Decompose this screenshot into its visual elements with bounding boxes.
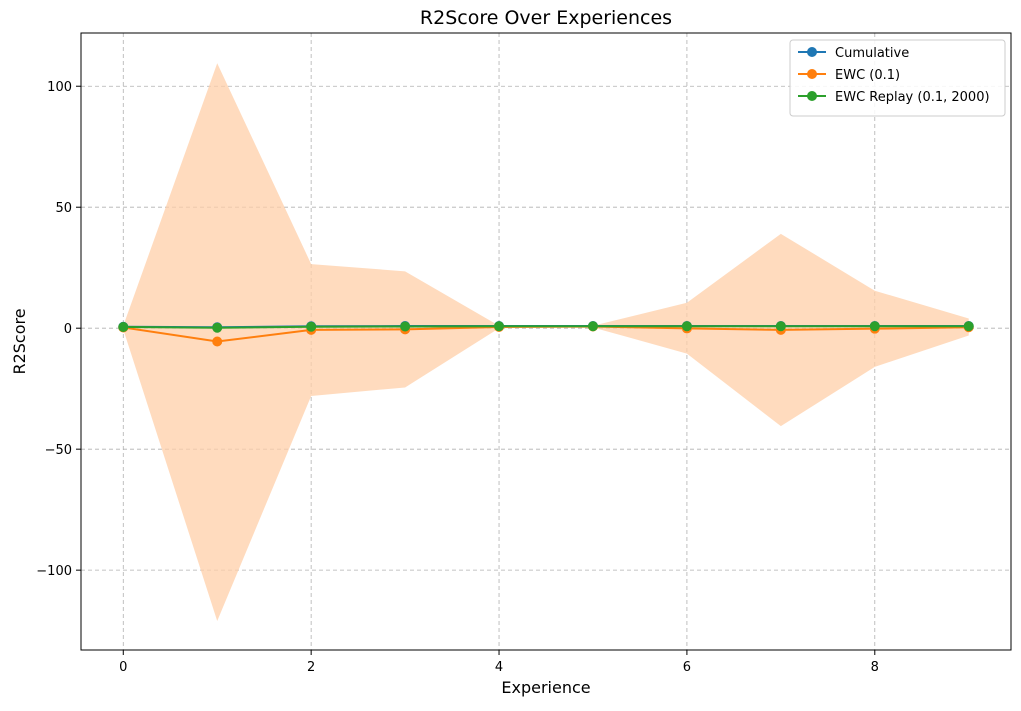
series-lines [123,325,969,343]
legend-label-ewc-replay-0-1-2000: EWC Replay (0.1, 2000) [835,90,990,105]
legend-marker-ewc-replay-0-1-2000 [807,91,817,101]
y-tick-label-4: 100 [47,80,72,95]
point-ewc-replay-0-1-2000-3 [400,321,411,332]
legend-marker-cumulative [807,47,817,57]
point-ewc-replay-0-1-2000-0 [118,321,129,332]
point-ewc-replay-0-1-2000-7 [775,321,786,332]
point-ewc-replay-0-1-2000-5 [587,321,598,332]
point-ewc-replay-0-1-2000-4 [494,321,505,332]
x-tick-label-1: 2 [307,660,315,675]
confidence-bands [123,63,969,621]
legend-label-cumulative: Cumulative [835,46,909,61]
series-points [118,321,974,347]
line-ewc-replay-0-1-2000 [123,325,969,329]
x-tick-label-0: 0 [119,660,127,675]
point-ewc-replay-0-1-2000-1 [212,322,223,333]
point-ewc-replay-0-1-2000-2 [306,321,317,332]
x-tick-label-2: 4 [495,660,503,675]
x-tick-label-3: 6 [683,660,691,675]
axis-ticks: 0 2 4 6 8 −100 −50 0 50 100 [36,80,879,675]
y-tick-label-2: 0 [64,322,72,337]
legend-label-ewc-0-1: EWC (0.1) [835,68,900,83]
y-tick-label-0: −100 [36,564,72,579]
point-ewc-replay-0-1-2000-6 [681,321,692,332]
legend-box [789,39,1006,117]
point-ewc-0-1-1 [212,336,223,347]
legend: Cumulative EWC (0.1) EWC Replay (0.1, 2000… [789,39,1006,117]
y-tick-label-1: −50 [45,443,72,458]
x-tick-label-4: 8 [871,660,879,675]
plot-frame [80,32,1012,651]
chart-title: R2Score Over Experiences [420,7,672,29]
y-axis-label: R2Score [10,308,29,374]
y-tick-label-3: 50 [55,201,72,216]
band-ewc-0-1 [123,63,969,621]
point-ewc-replay-0-1-2000-9 [963,321,974,332]
point-ewc-replay-0-1-2000-8 [869,321,880,332]
x-axis-label: Experience [501,678,590,697]
legend-marker-ewc-0-1 [807,69,817,79]
